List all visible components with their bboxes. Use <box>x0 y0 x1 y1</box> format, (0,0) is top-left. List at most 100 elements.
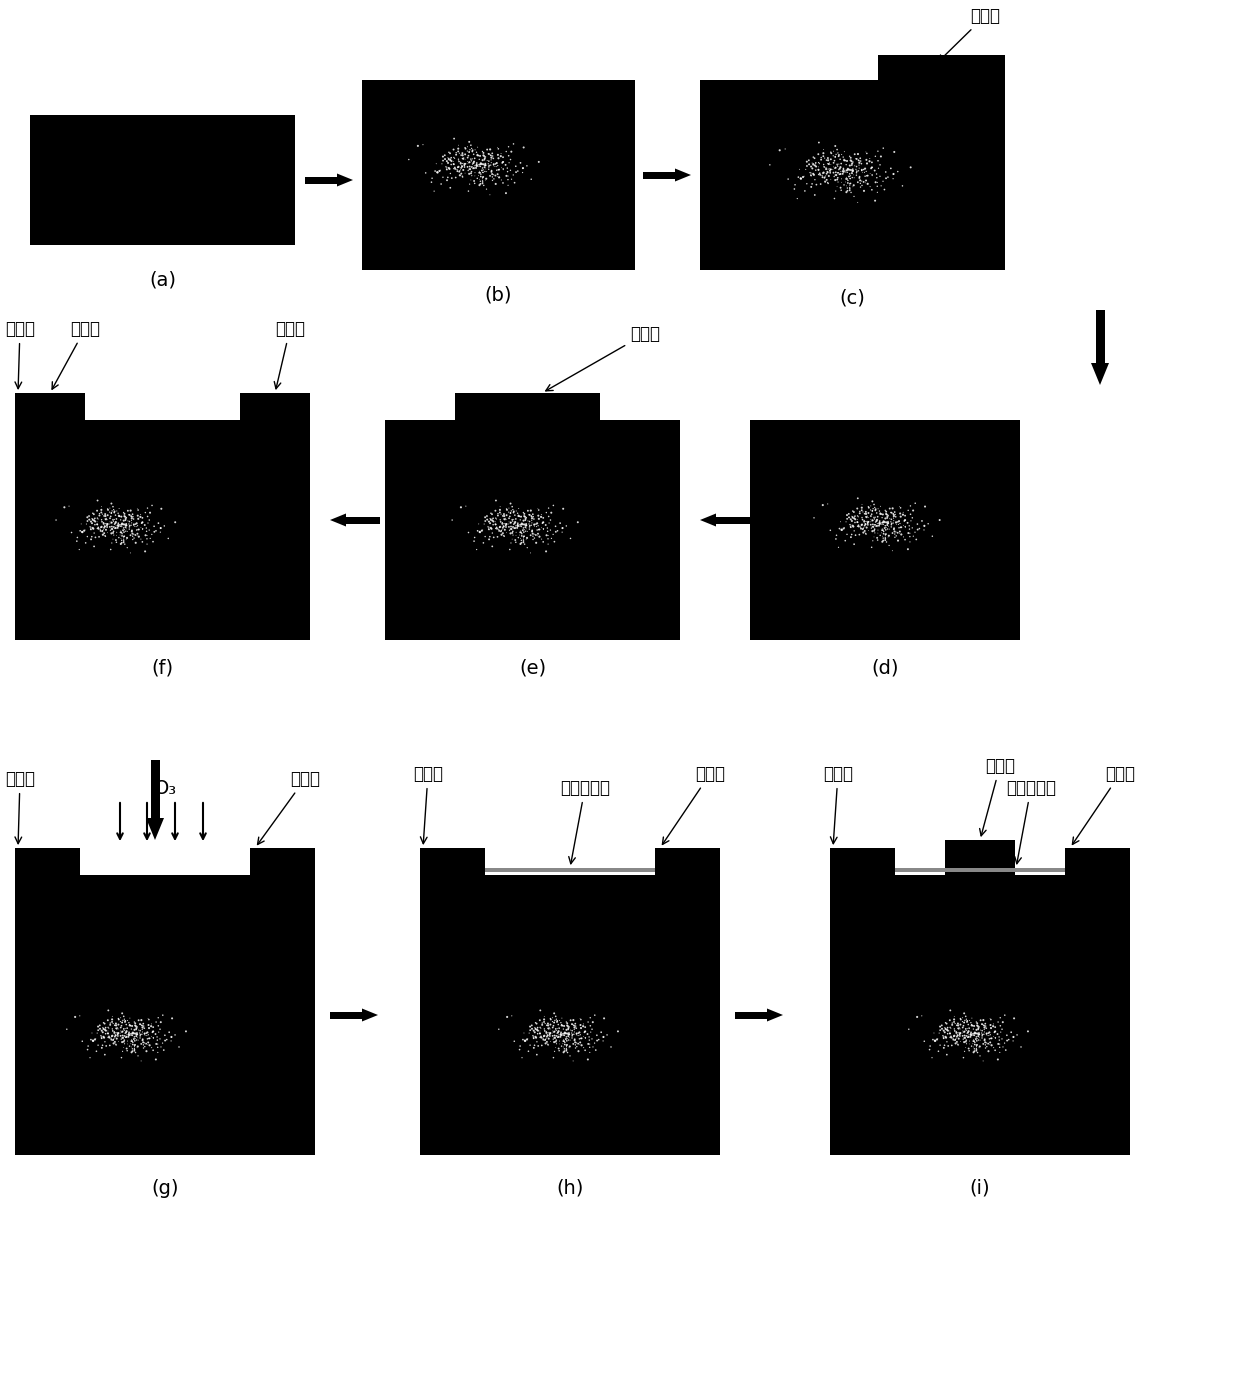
Point <box>136 1039 156 1062</box>
Point <box>110 533 130 555</box>
Point <box>854 502 874 525</box>
Point <box>827 154 847 176</box>
Point <box>857 505 877 527</box>
Point <box>112 532 131 554</box>
Point <box>941 1017 961 1039</box>
Point <box>976 1037 996 1059</box>
Point <box>858 511 878 533</box>
Point <box>487 516 507 539</box>
Point <box>128 1028 148 1051</box>
Point <box>518 499 538 522</box>
Point <box>103 527 123 550</box>
Point <box>104 501 124 523</box>
Point <box>117 512 136 534</box>
Point <box>797 172 817 194</box>
Point <box>525 1034 544 1056</box>
Point <box>105 1017 125 1039</box>
Point <box>903 516 923 539</box>
Point <box>991 1014 1011 1037</box>
Point <box>925 1030 945 1052</box>
Point <box>84 536 104 558</box>
Point <box>525 513 544 536</box>
Point <box>856 502 875 525</box>
Point <box>86 513 105 536</box>
Point <box>502 522 522 544</box>
Point <box>502 509 522 532</box>
Point <box>489 144 508 166</box>
Point <box>553 498 573 520</box>
Point <box>580 1014 600 1037</box>
Point <box>502 495 522 518</box>
Point <box>940 1016 960 1038</box>
Point <box>998 1028 1018 1051</box>
Point <box>863 509 883 532</box>
Point <box>951 1017 971 1039</box>
Point <box>491 169 511 192</box>
Point <box>903 499 923 522</box>
Point <box>140 1034 160 1056</box>
Point <box>449 143 469 165</box>
Point <box>123 525 143 547</box>
Point <box>955 1027 975 1049</box>
Point <box>459 158 479 180</box>
Point <box>496 154 516 176</box>
Text: 光刻胶: 光刻胶 <box>52 320 100 389</box>
Point <box>433 166 453 189</box>
Point <box>449 150 469 172</box>
Point <box>110 505 130 527</box>
Point <box>131 527 151 550</box>
Point <box>486 499 506 522</box>
Point <box>150 520 170 543</box>
Point <box>99 501 119 523</box>
Point <box>552 520 572 543</box>
Point <box>531 1017 551 1039</box>
Point <box>562 1013 582 1035</box>
Point <box>124 1037 144 1059</box>
Point <box>523 1024 543 1046</box>
Polygon shape <box>1091 362 1109 385</box>
Point <box>975 1028 994 1051</box>
Point <box>109 497 129 519</box>
Point <box>551 1024 570 1046</box>
Point <box>144 515 164 537</box>
Point <box>526 1025 546 1048</box>
Point <box>98 498 118 520</box>
Point <box>544 1027 564 1049</box>
Point <box>843 506 863 529</box>
Point <box>804 164 823 186</box>
Point <box>475 506 495 529</box>
Point <box>830 518 849 540</box>
Point <box>114 526 134 548</box>
Point <box>128 515 148 537</box>
Point <box>870 154 890 176</box>
Point <box>930 1034 950 1056</box>
Point <box>114 520 134 543</box>
Point <box>538 505 558 527</box>
Point <box>134 1014 154 1037</box>
Point <box>489 518 508 540</box>
Point <box>443 509 463 532</box>
Point <box>538 1024 558 1046</box>
Point <box>884 509 904 532</box>
Point <box>848 171 868 193</box>
Point <box>108 1021 128 1044</box>
Point <box>950 1023 970 1045</box>
Point <box>94 516 114 539</box>
Point <box>898 499 918 522</box>
Point <box>490 516 510 539</box>
Point <box>992 1018 1012 1041</box>
Point <box>444 147 464 169</box>
Point <box>441 150 461 172</box>
Point <box>455 155 475 178</box>
Point <box>895 509 915 532</box>
Point <box>117 527 136 550</box>
Point <box>93 1018 113 1041</box>
Point <box>506 529 526 551</box>
Text: (e): (e) <box>518 659 546 677</box>
Point <box>139 1031 159 1053</box>
Point <box>544 1002 564 1024</box>
Point <box>124 1028 144 1051</box>
Point <box>861 498 880 520</box>
Point <box>472 157 492 179</box>
Point <box>537 525 557 547</box>
